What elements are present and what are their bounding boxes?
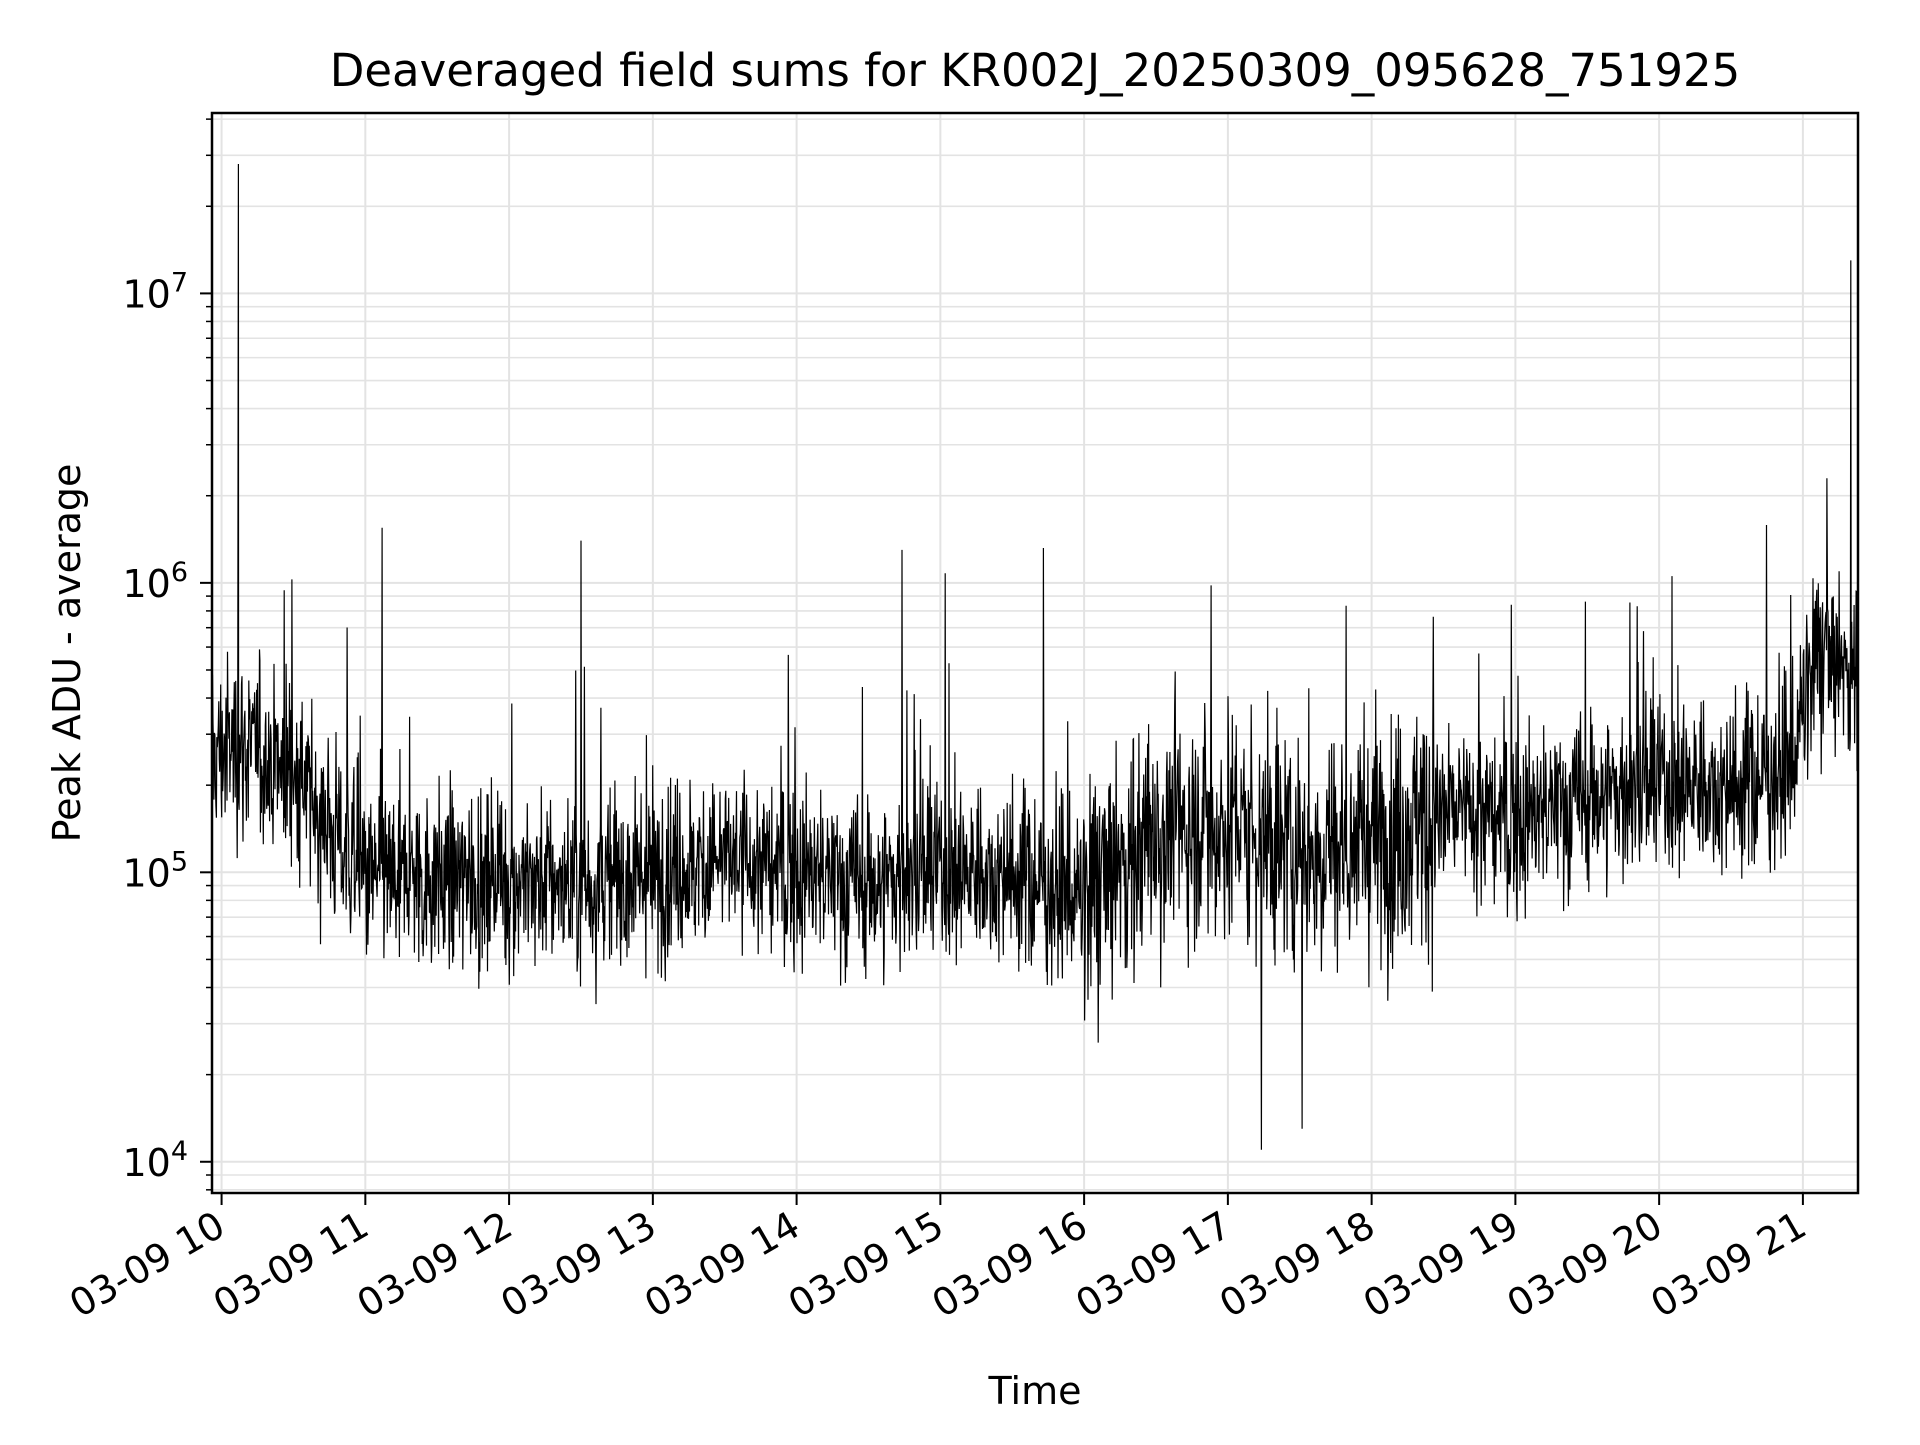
x-tick-label: 03-09 13 bbox=[493, 1203, 663, 1327]
y-tick-base: 10 bbox=[122, 272, 170, 316]
x-tick-label: 03-09 17 bbox=[1068, 1203, 1238, 1327]
x-tick-label: 03-09 15 bbox=[781, 1203, 951, 1327]
y-tick-label: 104 bbox=[122, 1136, 188, 1185]
x-tick-label: 03-09 11 bbox=[206, 1203, 376, 1327]
y-tick-exponent: 7 bbox=[171, 267, 188, 298]
y-tick-exponent: 4 bbox=[171, 1136, 188, 1167]
series-line bbox=[211, 163, 1859, 1150]
y-tick-exponent: 6 bbox=[171, 557, 188, 588]
x-tick-label: 03-09 16 bbox=[925, 1203, 1095, 1327]
y-tick-exponent: 5 bbox=[171, 846, 188, 877]
chart-title: Deaveraged field sums for KR002J_2025030… bbox=[330, 44, 1741, 97]
y-axis-label: Peak ADU - average bbox=[45, 464, 89, 843]
x-tick-label: 03-09 19 bbox=[1356, 1203, 1526, 1327]
y-tick-label: 107 bbox=[122, 267, 188, 316]
y-tick-base: 10 bbox=[122, 851, 170, 895]
x-tick-label: 03-09 20 bbox=[1500, 1203, 1670, 1327]
x-tick-label: 03-09 10 bbox=[62, 1203, 232, 1327]
x-tick-label: 03-09 21 bbox=[1643, 1203, 1813, 1327]
y-tick-base: 10 bbox=[122, 1141, 170, 1185]
grid bbox=[212, 113, 1858, 1193]
y-tick-base: 10 bbox=[122, 562, 170, 606]
x-axis-label: Time bbox=[988, 1369, 1082, 1413]
x-tick-label: 03-09 14 bbox=[637, 1203, 807, 1327]
y-tick-label: 106 bbox=[122, 557, 188, 606]
x-tick-label: 03-09 12 bbox=[350, 1203, 520, 1327]
y-tick-label: 105 bbox=[122, 846, 188, 895]
x-tick-label: 03-09 18 bbox=[1212, 1203, 1382, 1327]
series-layer bbox=[211, 163, 1859, 1150]
plot-frame bbox=[210, 111, 1860, 1195]
